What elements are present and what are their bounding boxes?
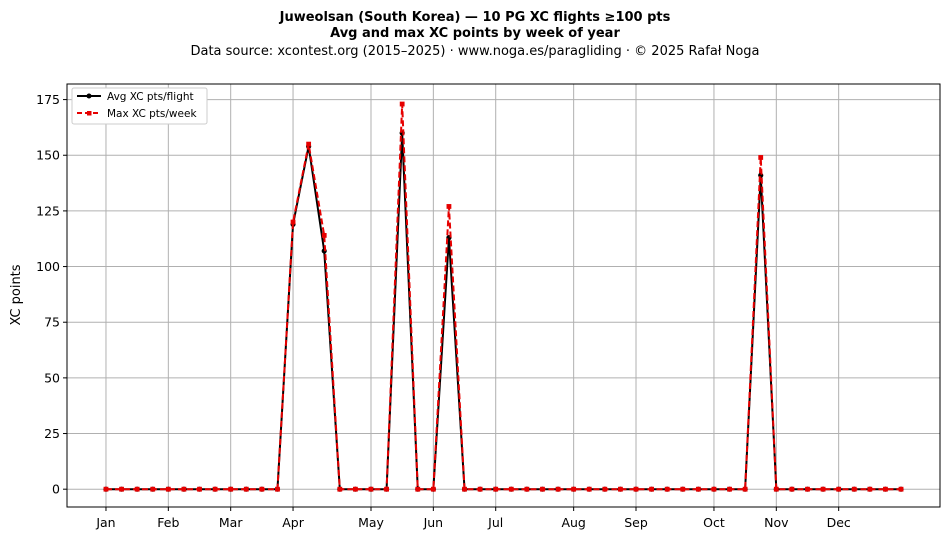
series-line (105, 103, 902, 491)
data-point (353, 486, 358, 492)
chart-subtitle: Data source: xcontest.org (2015–2025) · … (190, 44, 759, 59)
data-point (820, 486, 826, 492)
data-point (290, 219, 296, 225)
data-point (306, 141, 312, 147)
data-point (165, 486, 171, 492)
data-point (259, 486, 265, 492)
data-point (275, 486, 280, 492)
legend-label-max: Max XC pts/week (107, 108, 197, 120)
y-tick-label: 75 (44, 315, 60, 330)
data-point (477, 486, 483, 492)
series-line (105, 131, 902, 491)
y-axis-label: XC points (9, 264, 24, 325)
x-tick-label: Oct (703, 515, 725, 530)
data-point (212, 486, 218, 492)
data-point (555, 486, 561, 492)
data-point (633, 486, 639, 492)
data-point (851, 486, 857, 492)
data-point (773, 486, 779, 492)
data-point (508, 486, 514, 492)
legend-label-avg: Avg XC pts/flight (107, 91, 194, 103)
data-point (150, 486, 156, 492)
data-point (586, 486, 592, 492)
legend-marker-avg (86, 93, 92, 99)
data-point (602, 486, 608, 492)
data-point (197, 486, 202, 492)
data-point (695, 486, 701, 492)
x-tick-label: May (358, 515, 384, 530)
data-point (805, 486, 810, 492)
data-point (571, 486, 577, 492)
x-tick-label: Jun (423, 515, 444, 530)
y-tick-label: 150 (36, 148, 60, 163)
data-point (867, 486, 873, 492)
series-avg (103, 130, 904, 492)
y-tick-label: 125 (36, 203, 60, 218)
data-point (758, 155, 764, 160)
data-point (524, 486, 530, 492)
data-point (384, 486, 389, 492)
data-point (711, 486, 717, 492)
x-tick-label: Sep (624, 515, 648, 530)
data-point (415, 486, 421, 492)
data-point (836, 486, 842, 492)
data-point (540, 486, 545, 492)
data-point (649, 486, 654, 492)
data-point (446, 204, 452, 209)
x-tick-label: Apr (282, 515, 304, 530)
x-tick-label: Aug (561, 515, 585, 530)
legend-box (71, 87, 208, 125)
legend: Avg XC pts/flight Max XC pts/week (71, 87, 208, 125)
data-point (664, 486, 670, 492)
data-point (618, 486, 623, 492)
x-tick-label: Jul (487, 515, 503, 530)
data-point (789, 486, 795, 492)
data-point (742, 486, 748, 492)
data-point (337, 486, 343, 492)
data-point (462, 486, 467, 492)
data-point (243, 486, 249, 492)
y-tick-label: 0 (52, 482, 60, 497)
data-point (399, 101, 405, 107)
y-tick-label: 50 (44, 370, 60, 385)
x-tick-label: Dec (827, 515, 851, 530)
series-max (103, 101, 904, 492)
y-tick-label: 175 (36, 92, 60, 107)
x-tick-label: Jan (95, 515, 115, 530)
x-tick-label: Feb (157, 515, 179, 530)
axes: 0 25 50 75 100 125 150 175 Jan Feb Mar Apr May Jun Jul… (36, 92, 851, 530)
y-tick-label: 100 (36, 259, 60, 274)
y-tick-label: 25 (44, 426, 60, 441)
chart-title: Juweolsan (South Korea) — 10 PG XC fligh… (279, 10, 671, 25)
data-point (103, 486, 109, 492)
data-point (368, 486, 374, 492)
data-point (430, 486, 436, 492)
data-point (727, 486, 732, 492)
data-point (680, 486, 686, 492)
data-point (493, 486, 499, 492)
data-point (321, 232, 327, 238)
x-tick-label: Nov (764, 515, 789, 530)
plot-frame (66, 83, 941, 508)
data-point (119, 486, 124, 492)
data-point (883, 486, 888, 492)
grid (67, 84, 940, 507)
series-layer (103, 101, 904, 492)
x-tick-label: Mar (219, 515, 243, 530)
chart-title-line2: Avg and max XC points by week of year (330, 26, 620, 41)
data-point (228, 486, 234, 492)
data-point (181, 486, 187, 492)
legend-marker-max (87, 111, 92, 116)
data-point (898, 486, 904, 492)
data-point (134, 486, 140, 492)
